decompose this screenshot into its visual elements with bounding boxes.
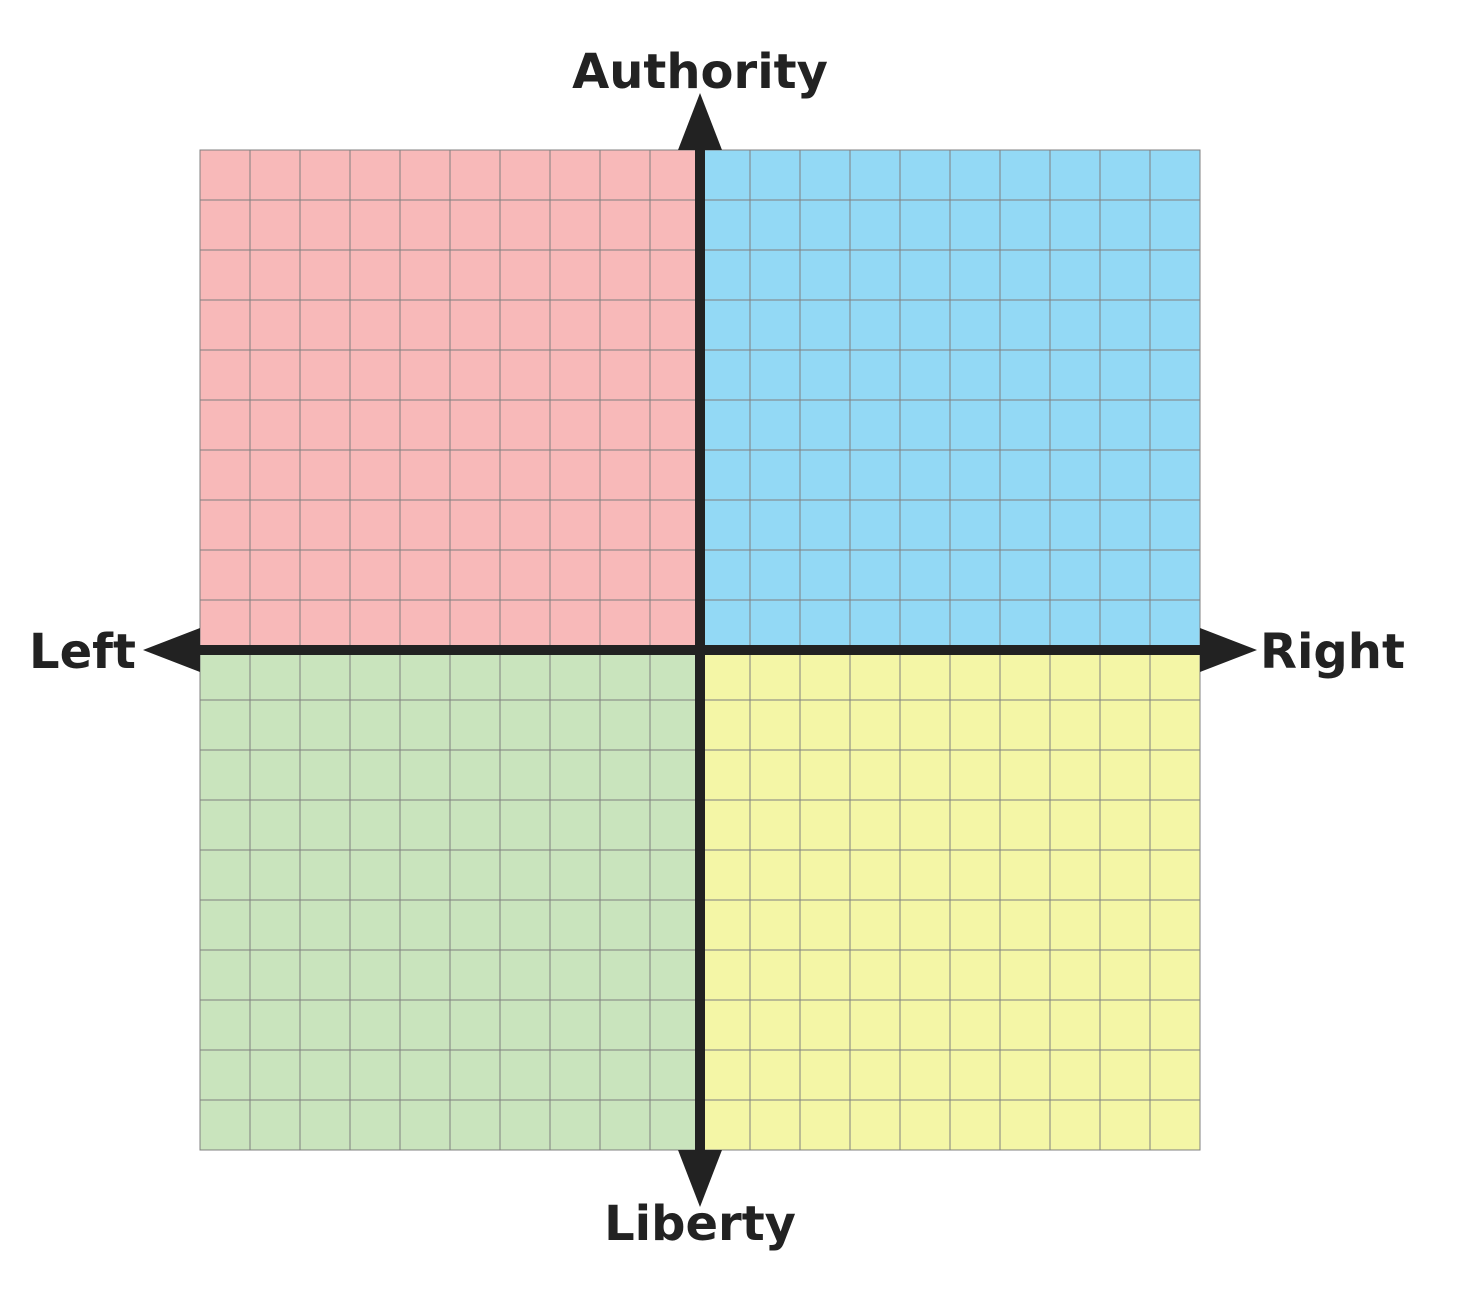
label-authority: Authority bbox=[572, 44, 828, 100]
arrow-right-icon bbox=[1200, 628, 1257, 672]
axes bbox=[143, 93, 1257, 1207]
arrow-up-icon bbox=[678, 93, 722, 150]
label-left: Left bbox=[29, 624, 136, 680]
arrow-left-icon bbox=[143, 628, 200, 672]
label-liberty: Liberty bbox=[604, 1196, 796, 1252]
label-right: Right bbox=[1260, 624, 1405, 680]
horizontal-axis-line bbox=[195, 645, 1205, 655]
arrow-down-icon bbox=[678, 1150, 722, 1207]
